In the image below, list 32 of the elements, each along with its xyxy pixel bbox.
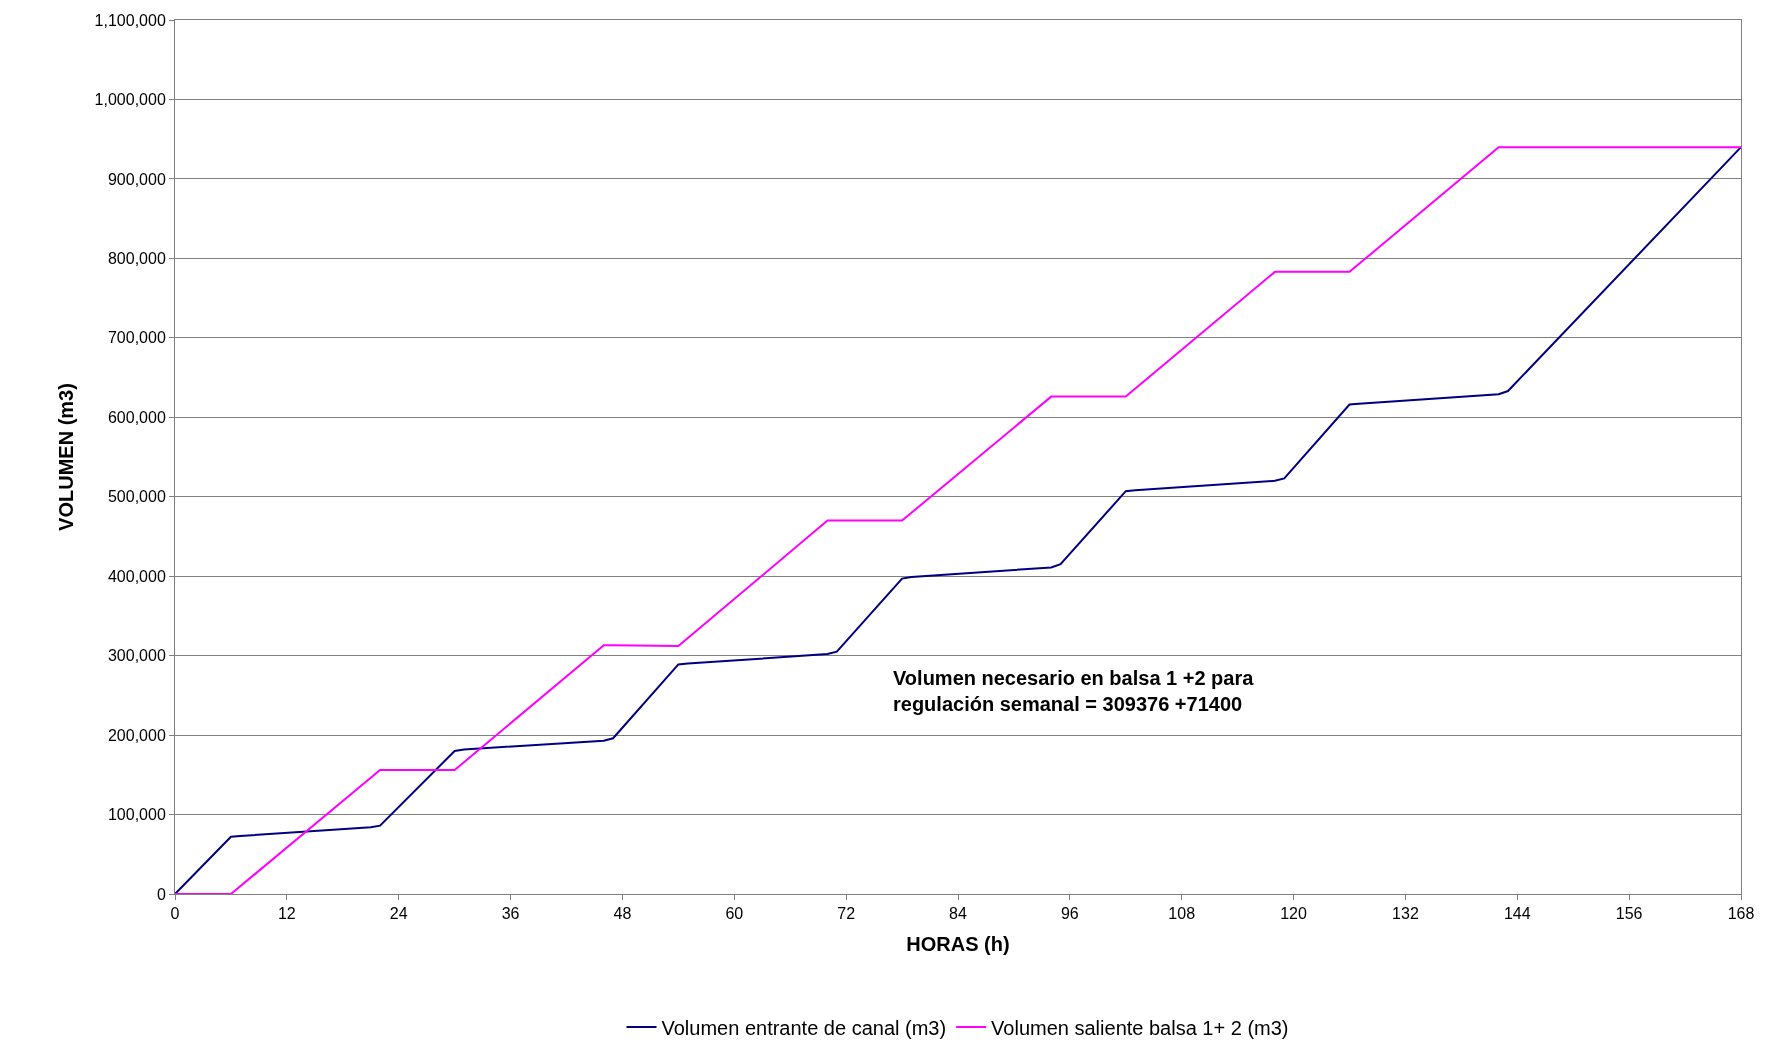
x-tick-label: 36 [501,905,520,923]
x-tick-label: 12 [277,905,296,923]
x-tick-label: 132 [1392,905,1419,923]
x-tick-label: 60 [725,905,744,923]
x-axis-title: HORAS (h) [906,932,1010,955]
y-tick-label: 600,000 [107,408,166,426]
y-tick-label: 0 [156,885,166,903]
x-tick-label: 156 [1615,905,1643,923]
x-tick-label: 0 [170,905,180,923]
y-tick-label: 1,000,000 [94,91,166,109]
x-tick-label: 72 [837,905,856,923]
legend-label: Volumen entrante de canal (m3) [661,1016,947,1039]
x-tick-label: 144 [1503,905,1531,923]
x-tick-label: 24 [389,905,408,923]
y-tick-label: 500,000 [107,488,166,506]
annotation: Volumen necesario en balsa 1 +2 para regulación semanal = 309376 +71400 [893,667,1255,715]
y-tick-label: 900,000 [107,170,166,188]
x-tick-label: 96 [1060,905,1079,923]
x-tick-label: 84 [949,905,967,923]
y-tick-label: 100,000 [107,806,166,824]
y-tick-label: 700,000 [107,329,166,347]
legend-label: Volumen saliente balsa 1+ 2 (m3) [991,1016,1289,1039]
x-tick-label: 120 [1280,905,1308,923]
y-tick-label: 800,000 [107,249,166,267]
x-tick-label: 48 [613,905,632,923]
y-tick-label: 1,100,000 [94,11,166,29]
x-tick-label: 168 [1727,905,1755,923]
y-tick-label: 300,000 [107,647,166,665]
x-tick-label: 108 [1168,905,1196,923]
y-tick-label: 400,000 [107,567,166,585]
y-tick-label: 200,000 [107,726,166,744]
y-axis-title: VOLUMEN (m3) [55,383,78,531]
